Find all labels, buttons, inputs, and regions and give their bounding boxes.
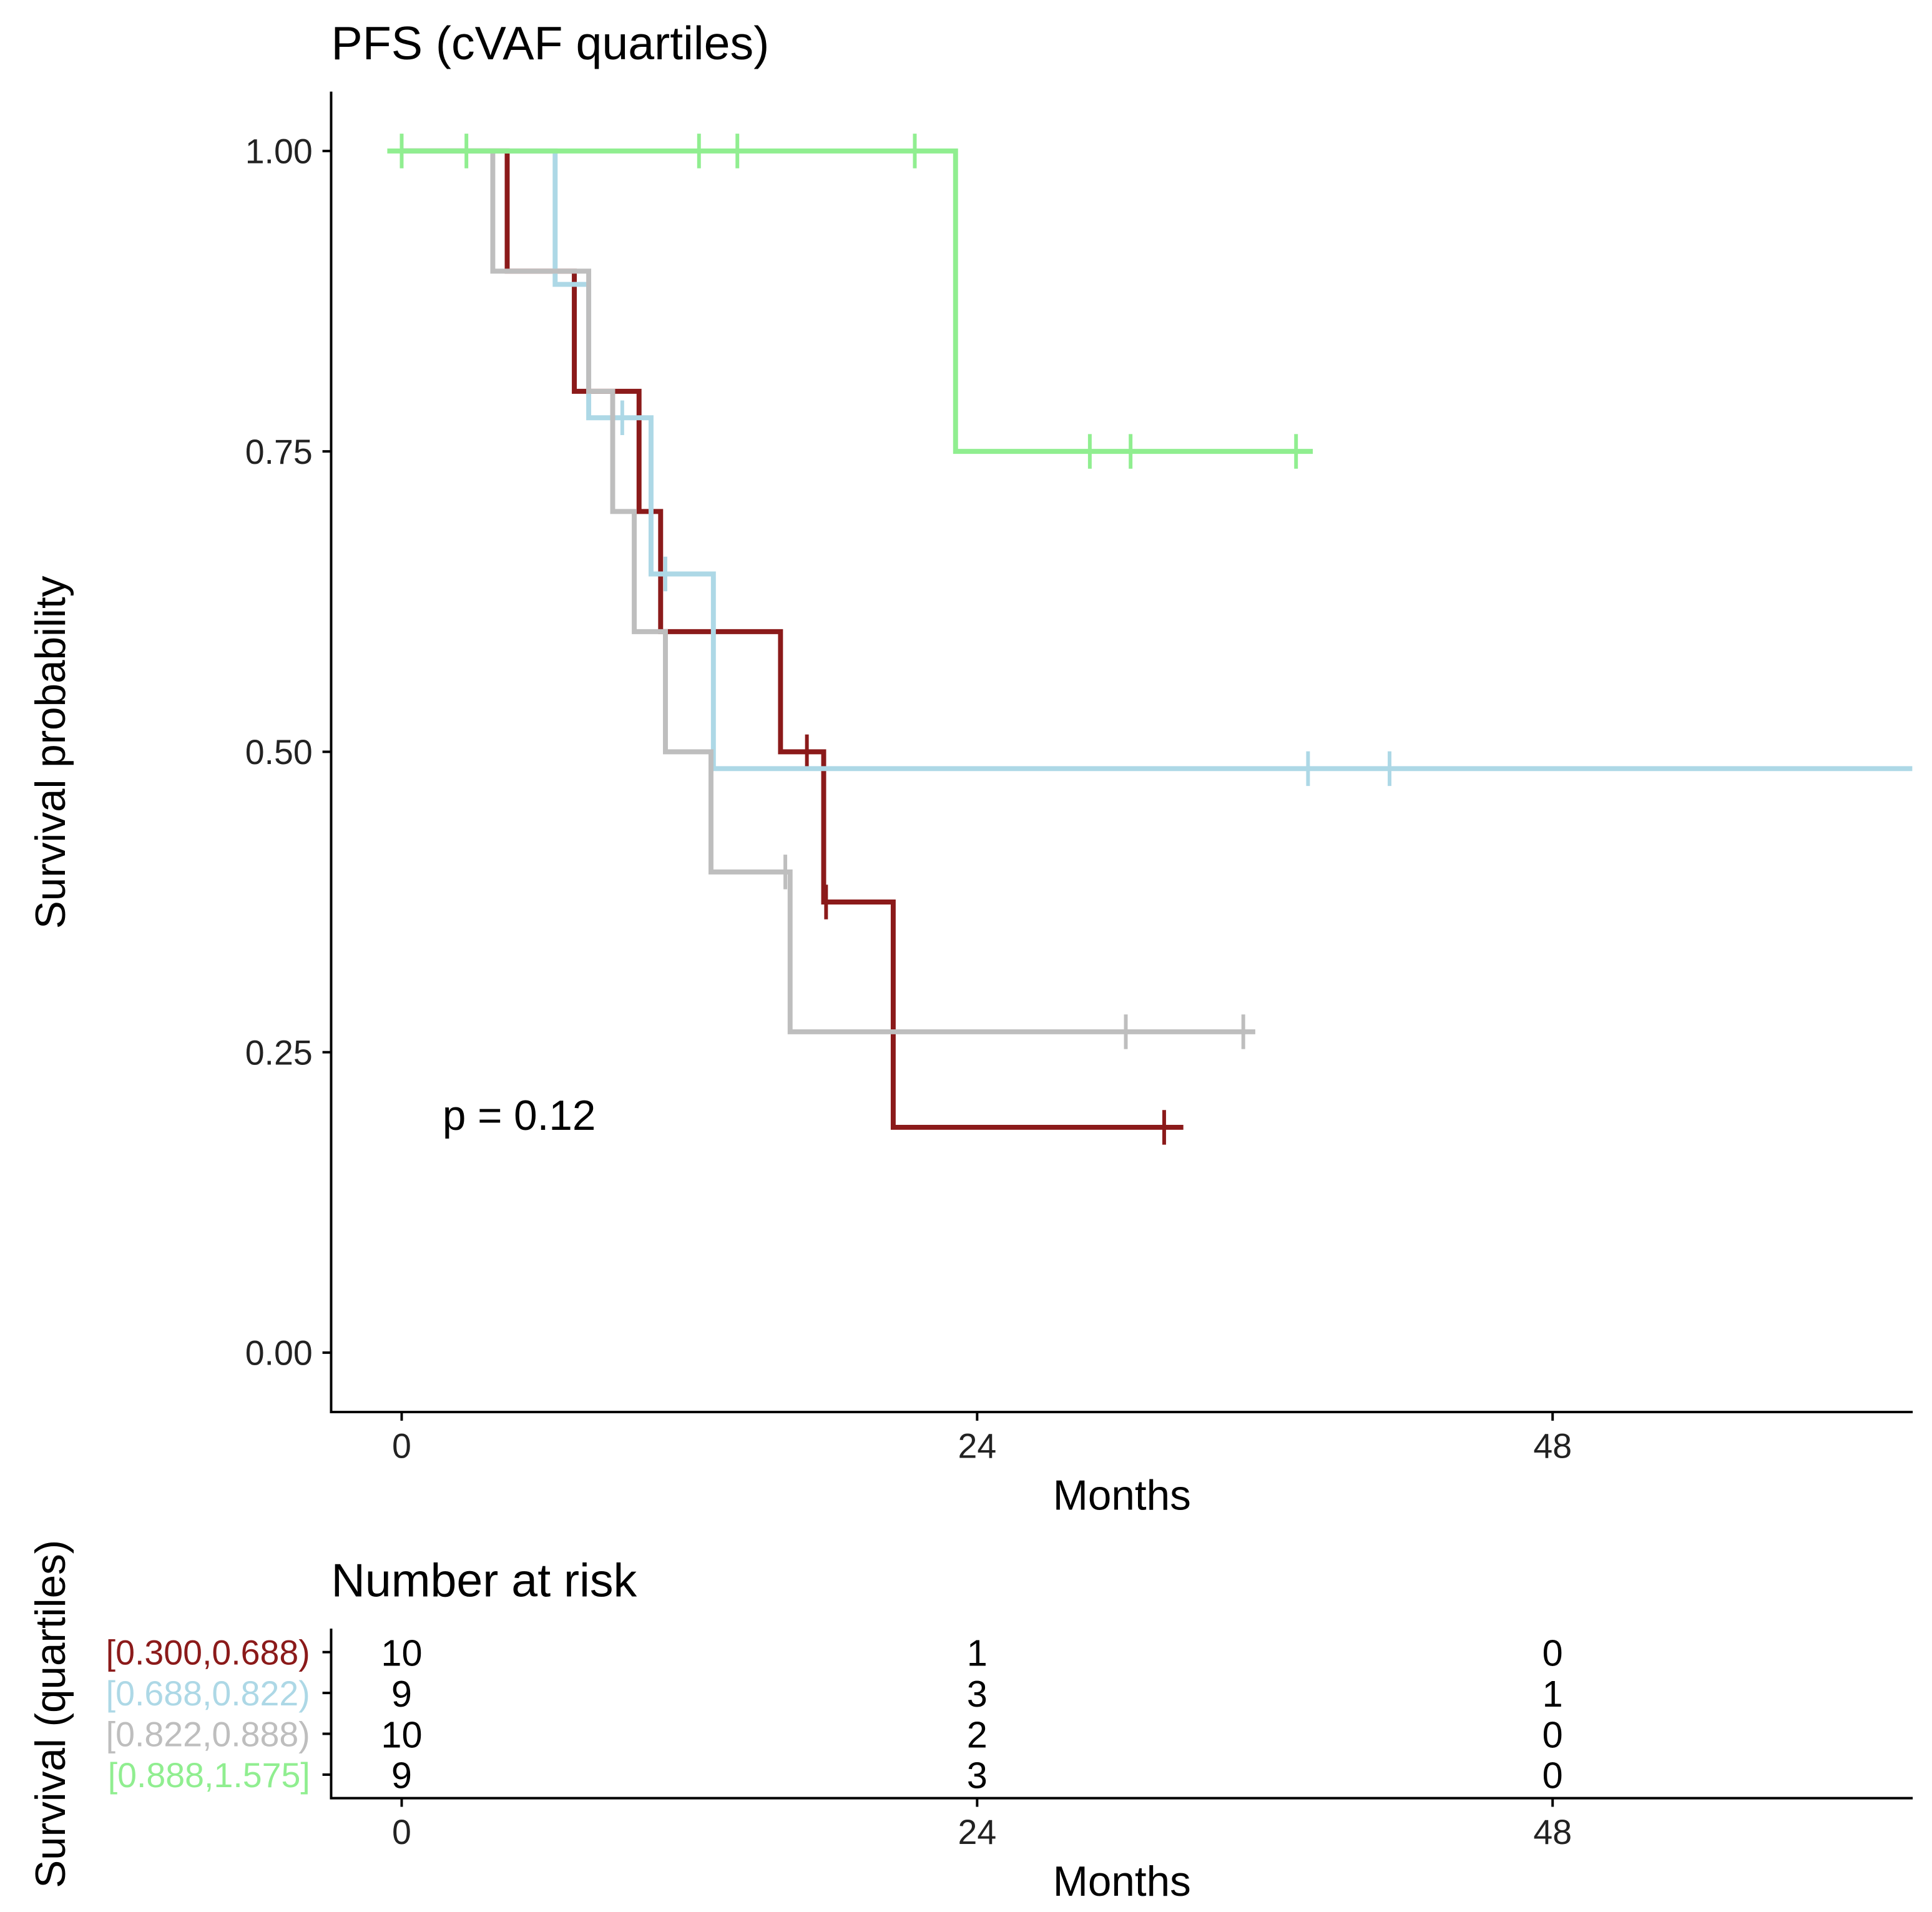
- x-tick-label: 24: [958, 1426, 996, 1465]
- x-tick-label: 48: [1533, 1426, 1572, 1465]
- y-tick-label: 0.50: [245, 733, 313, 772]
- risk-x-tick-label: 0: [392, 1813, 411, 1851]
- risk-count: 0: [1542, 1755, 1563, 1797]
- risk-count: 10: [381, 1713, 422, 1755]
- risk-count: 0: [1542, 1713, 1563, 1755]
- y-tick-label: 0.25: [245, 1033, 313, 1072]
- risk-table-title: Number at risk: [331, 1554, 637, 1606]
- risk-strata-label: [0.688,0.822): [106, 1674, 310, 1713]
- risk-table-x-label: Months: [1053, 1858, 1191, 1905]
- x-tick-label: 0: [392, 1426, 411, 1465]
- risk-strata-label: [0.300,0.688): [106, 1633, 310, 1672]
- risk-strata-label: [0.888,1.575]: [108, 1756, 310, 1795]
- risk-count: 9: [391, 1673, 412, 1715]
- y-tick-label: 0.00: [245, 1334, 313, 1373]
- chart-title: PFS (cVAF quartiles): [331, 17, 769, 69]
- y-axis-label: Survival probability: [27, 576, 74, 929]
- risk-x-tick-label: 24: [958, 1813, 996, 1851]
- risk-count: 9: [391, 1755, 412, 1797]
- y-tick-label: 0.75: [245, 433, 313, 471]
- risk-count: 1: [967, 1632, 988, 1674]
- risk-count: 3: [967, 1755, 988, 1797]
- risk-count: 1: [1542, 1673, 1563, 1715]
- survival-curve-3: [401, 148, 1255, 1034]
- survival-curve-4: [387, 148, 1313, 454]
- risk-table-y-label: Survival (quartiles): [27, 1540, 74, 1888]
- risk-x-tick-label: 48: [1533, 1813, 1572, 1851]
- risk-count: 2: [967, 1713, 988, 1755]
- risk-count: 10: [381, 1632, 422, 1674]
- survival-curve-2: [401, 148, 1913, 772]
- x-axis-label: Months: [1053, 1473, 1191, 1519]
- risk-count: 3: [967, 1673, 988, 1715]
- risk-strata-label: [0.822,0.888): [106, 1715, 310, 1753]
- p-value-annotation: p = 0.12: [443, 1092, 596, 1139]
- risk-count: 0: [1542, 1632, 1563, 1674]
- y-tick-label: 1.00: [245, 132, 313, 171]
